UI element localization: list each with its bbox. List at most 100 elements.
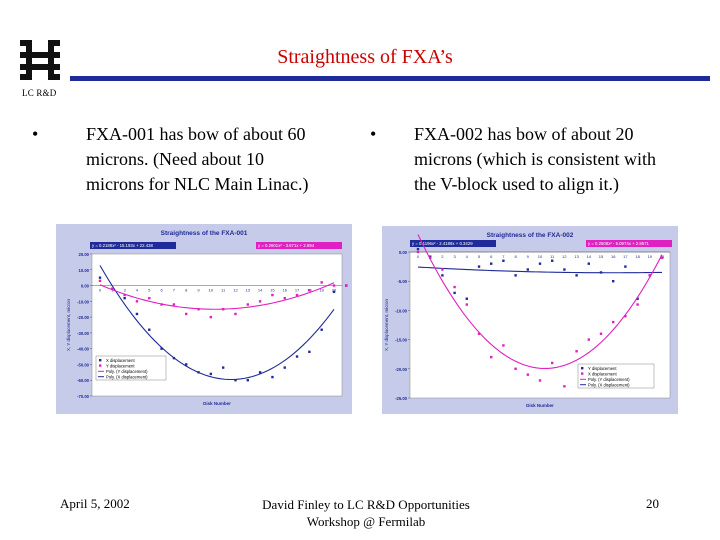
data-point xyxy=(599,271,603,274)
legend-marker xyxy=(581,367,584,370)
equation-box xyxy=(586,240,672,247)
x-tick-label: 9 xyxy=(527,254,530,259)
legend-box xyxy=(95,355,167,381)
bullet-line: microns (which is consistent with xyxy=(414,149,656,169)
x-tick-label: 18 xyxy=(635,254,640,259)
data-point xyxy=(465,303,468,306)
data-point xyxy=(98,279,102,283)
data-point xyxy=(283,366,286,369)
y-tick-label: -5.00 xyxy=(397,279,407,284)
chart-title: Straightness of the FXA-001 xyxy=(161,230,248,237)
data-point xyxy=(538,262,542,265)
footer-credit: David Finley to LC R&D Opportunities Wor… xyxy=(216,496,516,530)
footer-credit-line: Workshop @ Fermilab xyxy=(306,514,426,529)
trend-equation-x: y = 0.2188x² - 15.193x + 22.438 xyxy=(92,243,154,248)
data-point xyxy=(148,296,151,300)
y-tick-label: -70.00 xyxy=(77,394,90,399)
data-point xyxy=(477,265,481,268)
legend-label: Poly. (Y displacement) xyxy=(106,369,148,374)
data-point xyxy=(612,320,615,324)
data-point xyxy=(648,274,651,277)
data-point xyxy=(551,259,554,262)
x-axis-label: Disk Number xyxy=(526,403,554,408)
data-point xyxy=(160,303,163,306)
data-point xyxy=(283,296,286,300)
data-point xyxy=(429,256,432,260)
data-point xyxy=(453,285,456,289)
data-point xyxy=(271,375,274,379)
x-tick-label: 10 xyxy=(209,288,214,293)
data-point xyxy=(563,268,566,271)
data-point xyxy=(453,291,456,295)
data-point xyxy=(636,303,639,306)
data-point xyxy=(271,293,274,297)
data-point xyxy=(246,379,249,382)
y-tick-label: -50.00 xyxy=(77,362,90,367)
x-tick-label: 8 xyxy=(514,254,517,259)
x-tick-label: 13 xyxy=(246,288,251,293)
data-point xyxy=(563,385,566,388)
data-point xyxy=(320,281,323,284)
legend-marker xyxy=(99,364,102,367)
x-tick-label: 7 xyxy=(502,254,505,259)
data-point xyxy=(514,367,517,370)
x-tick-label: 20 xyxy=(332,288,337,293)
y-tick-label: 0.00 xyxy=(399,250,408,255)
trendline xyxy=(99,282,335,310)
data-point xyxy=(575,274,578,277)
x-tick-label: 7 xyxy=(173,288,176,293)
x-tick-label: 8 xyxy=(185,288,188,293)
x-tick-label: 4 xyxy=(136,288,139,293)
legend-label: X displacement xyxy=(588,372,617,377)
data-point xyxy=(514,274,517,277)
data-point xyxy=(197,308,200,311)
legend-label: Y displacement xyxy=(106,364,135,369)
chart-title: Straightness of the FXA-002 xyxy=(487,232,574,239)
data-point xyxy=(135,300,139,303)
y-tick-label: -20.00 xyxy=(77,315,90,320)
bullet-line: FXA-001 has bow of about 60 xyxy=(86,124,306,144)
data-point xyxy=(185,312,188,316)
data-point xyxy=(123,293,126,297)
x-tick-label: 10 xyxy=(538,254,543,259)
data-point xyxy=(320,328,323,331)
y-tick-label: -10.00 xyxy=(395,308,408,313)
x-tick-label: 11 xyxy=(550,254,555,259)
bullet-symbol: • xyxy=(32,124,39,144)
x-tick-label: 17 xyxy=(623,254,628,259)
data-point xyxy=(148,328,151,331)
y-axis-label: X, Y displacement, micron xyxy=(66,298,71,351)
bullet-line: FXA-002 has bow of about 20 xyxy=(414,124,634,144)
y-tick-label: -30.00 xyxy=(77,331,90,336)
x-tick-label: 0 xyxy=(417,254,420,259)
bullet-symbol: • xyxy=(370,124,377,144)
trendline xyxy=(99,265,335,381)
data-point xyxy=(551,361,554,365)
bullet-line: microns. (Need about 10 xyxy=(86,149,264,169)
trendline xyxy=(417,234,663,370)
data-point xyxy=(234,379,237,382)
x-tick-label: 0 xyxy=(99,288,102,293)
data-point xyxy=(332,284,336,287)
y-tick-label: -60.00 xyxy=(77,378,90,383)
data-point xyxy=(538,379,542,382)
x-tick-label: 5 xyxy=(478,254,481,259)
data-point xyxy=(490,262,493,265)
slide-title: Straightness of FXA’s xyxy=(277,46,453,68)
data-point xyxy=(502,259,505,262)
data-point xyxy=(160,347,163,350)
data-point xyxy=(172,303,176,306)
legend-label: Poly. (Y displacement) xyxy=(588,377,630,382)
trend-equation-y: y = 0.2601x² - 3.671x + 2.894 xyxy=(258,243,315,248)
logo-label: LC R&D xyxy=(22,88,57,98)
data-point xyxy=(295,293,299,297)
x-tick-label: 17 xyxy=(295,288,300,293)
y-tick-label: 20.00 xyxy=(79,252,90,257)
y-tick-label: -10.00 xyxy=(77,299,90,304)
data-point xyxy=(624,315,627,318)
footer-date: April 5, 2002 xyxy=(60,496,130,511)
data-point xyxy=(332,290,336,294)
chart-fxa-002: Straightness of the FXA-002 0.00 -5.00 -10.… xyxy=(382,226,678,414)
data-point xyxy=(345,284,348,287)
